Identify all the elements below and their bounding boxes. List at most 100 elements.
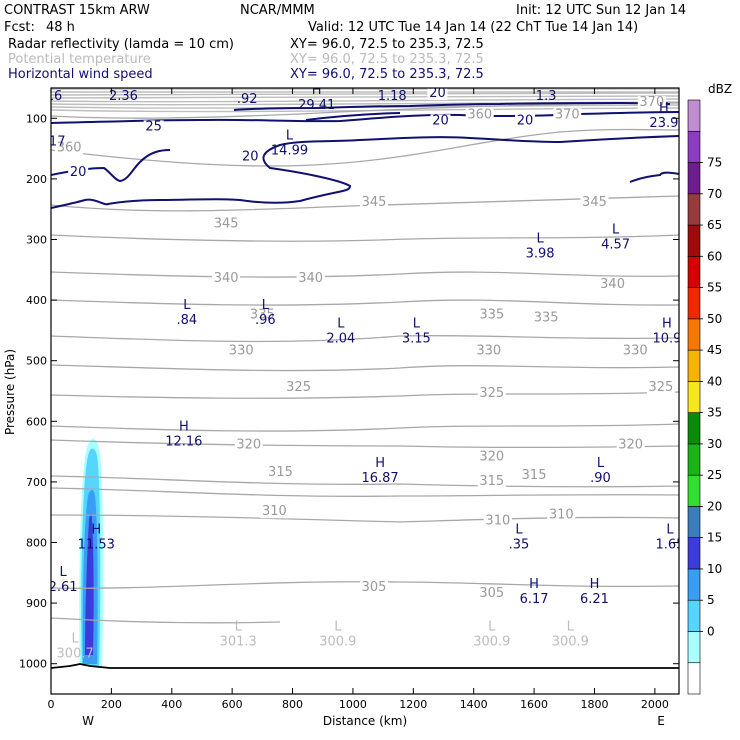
- wind-extremum-value: 6.21: [580, 592, 609, 607]
- wind-contour-label: 20: [70, 165, 87, 180]
- theta-contour-label: 325: [286, 380, 311, 395]
- wind-contour-label: 20: [242, 150, 259, 165]
- theta-contour-label: 370: [639, 95, 664, 110]
- theta-extremum-value: 300.7: [57, 646, 94, 661]
- theta-contour-label: 335: [534, 310, 559, 325]
- theta-extremum-value: 300.9: [473, 634, 510, 649]
- colorbar-swatch: [687, 662, 701, 695]
- wind-extremum-marker: L: [183, 298, 191, 313]
- theta-label-mask: [483, 514, 512, 528]
- theta-extremum-marker: L: [567, 619, 575, 634]
- wind-label-mask: [143, 120, 164, 134]
- colorbar-swatch: [687, 474, 701, 507]
- theta-extremum-marker: L: [334, 619, 342, 634]
- theta-label-mask: [360, 196, 389, 210]
- wind-extremum-marker: L: [244, 77, 252, 92]
- y-tick-label: 500: [26, 355, 47, 368]
- theta-label-mask: [477, 387, 506, 401]
- theta-contour-label: 330: [623, 344, 648, 359]
- colorbar-swatch: [687, 631, 701, 664]
- field-name-theta: Potential temperature: [8, 52, 151, 67]
- colorbar-level-label: 30: [707, 437, 722, 451]
- colorbar-swatch: [687, 318, 701, 351]
- theta-contour-label: 325: [648, 380, 673, 395]
- colorbar: dBZ 0 5 10 15 20 25 30 35 40 45 50 55 60 65 70 75: [687, 82, 732, 695]
- theta-extremum-marker: L: [488, 619, 496, 634]
- theta-contour-label: 330: [229, 344, 254, 359]
- x-tick-label: 1000: [339, 698, 367, 711]
- field-xy-reflectivity: XY= 96.0, 72.5 to 235.3, 72.5: [290, 37, 484, 52]
- y-tick-label: 100: [26, 112, 47, 125]
- wind-extremum-value: 3.15: [402, 331, 431, 346]
- y-tick-label: 700: [26, 476, 47, 489]
- colorbar-swatch: [687, 349, 701, 382]
- y-tick-label: 300: [26, 234, 47, 247]
- theta-contour-label: 315: [479, 474, 504, 489]
- theta-contour-label: 340: [600, 277, 625, 292]
- y-axis-ticks: 100 200 300 400 500 600 700 800 900 1000: [19, 112, 679, 671]
- wind-extremum-value: 3.98: [526, 247, 555, 262]
- theta-label-mask: [477, 450, 506, 464]
- wind-label-mask: [430, 114, 451, 128]
- colorbar-level-label: 55: [707, 281, 722, 295]
- theta-label-mask: [212, 271, 241, 285]
- colorbar-level-label: 5: [707, 593, 715, 607]
- theta-label-mask: [532, 311, 561, 325]
- theta-label-mask: [547, 508, 576, 522]
- x-axis-label: Distance (km): [323, 714, 407, 728]
- theta-extremum-value: 301.3: [220, 634, 257, 649]
- colorbar-level-label: 10: [707, 562, 722, 576]
- theta-contour-label: 345: [582, 195, 607, 210]
- y-tick-label: 900: [26, 597, 47, 610]
- colorbar-swatch: [687, 412, 701, 445]
- colorbar-swatch: [687, 537, 701, 570]
- x-tick-label: 1400: [460, 698, 488, 711]
- y-tick-label: 200: [26, 173, 47, 186]
- wind-contours: [51, 101, 679, 209]
- wind-extremum-value: 1.18: [378, 89, 407, 104]
- wind-extremum-marker: L: [666, 522, 674, 537]
- wind-extremum-value: 6.17: [520, 592, 549, 607]
- theta-contour-label: 360: [57, 141, 82, 156]
- theta-label-mask: [616, 438, 645, 452]
- wind-contour-label: 20: [432, 113, 449, 128]
- theta-label-mask: [580, 196, 609, 210]
- theta-extremum-marker: L: [72, 631, 80, 646]
- wind-extremum-value: 11.53: [78, 537, 115, 552]
- reflectivity-column: [79, 439, 104, 668]
- colorbar-level-label: 35: [707, 406, 722, 420]
- fcst-label: Fcst:: [4, 20, 35, 35]
- wind-extremum-marker: L: [337, 316, 345, 331]
- wind-label-mask: [240, 150, 261, 164]
- colorbar-level-label: 25: [707, 468, 722, 482]
- theta-label-mask: [637, 96, 666, 110]
- theta-label-mask: [465, 108, 494, 122]
- wind-label-mask: [515, 114, 536, 128]
- wind-extremum-value: .84: [177, 313, 198, 328]
- colorbar-swatch: [687, 162, 701, 195]
- colorbar-swatch: [687, 568, 701, 601]
- wind-extremum-marker: L: [59, 565, 67, 580]
- wind-extremum-value: 2.04: [326, 331, 355, 346]
- colorbar-level-label: 20: [707, 499, 722, 513]
- theta-contour-label: 320: [479, 450, 504, 465]
- y-tick-label: 600: [26, 415, 47, 428]
- wind-extremum-value: 1.65: [655, 537, 684, 552]
- theta-contour-label: 315: [522, 468, 547, 483]
- x-axis-west-label: W: [82, 714, 94, 728]
- init-time: Init: 12 UTC Sun 12 Jan 14: [516, 3, 686, 18]
- theta-contours: [51, 102, 679, 624]
- wind-extremum-marker: H: [375, 456, 385, 471]
- colorbar-unit: dBZ: [708, 82, 732, 96]
- theta-label-mask: [474, 344, 503, 358]
- plot-area: 345 345 345 340 340 340 335 335 335 330 330 330 325 3…: [51, 77, 684, 694]
- colorbar-level-label: 40: [707, 374, 722, 388]
- theta-contour-label: 360: [467, 107, 492, 122]
- colorbar-level-label: 70: [707, 187, 722, 201]
- wind-extremum-marker: H: [312, 83, 322, 98]
- wind-extremum-value: .35: [509, 537, 530, 552]
- wind-extremum-value: 12.16: [165, 434, 202, 449]
- wind-extremum-marker: L: [536, 232, 544, 247]
- theta-extremum-value: 300.9: [552, 634, 589, 649]
- theta-contour-label: 320: [618, 438, 643, 453]
